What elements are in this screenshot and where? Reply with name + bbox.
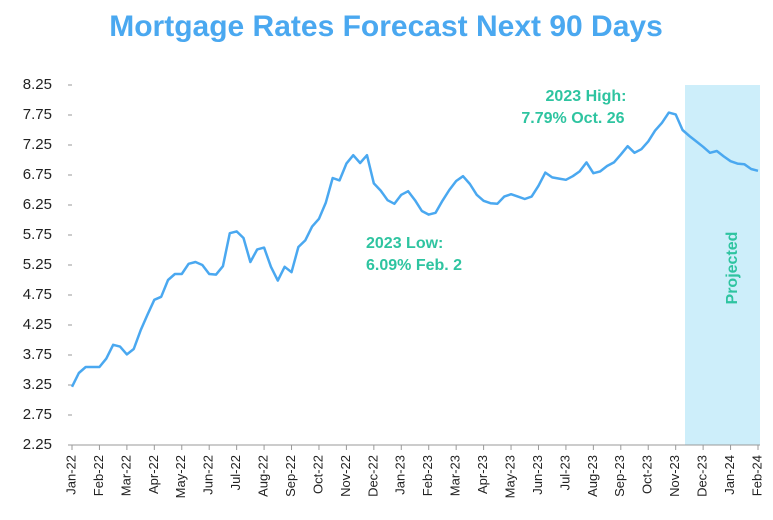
projected-band: [685, 85, 760, 445]
x-tick-label: Aug-23: [585, 455, 600, 497]
y-tick-label: 6.75: [23, 166, 52, 183]
x-tick-label: Jul-22: [228, 455, 243, 490]
x-tick-label: Sep-22: [283, 455, 298, 497]
y-tick-label: 3.25: [23, 376, 52, 393]
x-tick-label: Sep-23: [612, 455, 627, 497]
y-tick-label: 2.25: [23, 436, 52, 453]
y-tick-label: 5.25: [23, 256, 52, 273]
x-tick-label: Jan-22: [63, 455, 78, 495]
x-tick-label: Apr-22: [146, 455, 161, 494]
x-tick-label: Mar-23: [448, 455, 463, 496]
x-tick-label: Jun-23: [530, 455, 545, 495]
line: [70, 111, 759, 388]
annotation: 2023 Low:: [366, 235, 443, 252]
x-tick-label: Dec-23: [695, 455, 710, 497]
x-tick-label: Oct-22: [310, 455, 325, 494]
x-tick-label: Feb-24: [749, 455, 764, 496]
y-tick-label: 7.25: [23, 136, 52, 153]
annotation: 7.79% Oct. 26: [521, 110, 624, 127]
y-tick-label: 3.75: [23, 346, 52, 363]
x-tick-label: Feb-22: [91, 455, 106, 496]
x-tick-label: Aug-22: [256, 455, 271, 497]
y-tick-label: 6.25: [23, 196, 52, 213]
x-tick-label: Jun-22: [201, 455, 216, 495]
x-tick-label: Apr-23: [475, 455, 490, 494]
x-tick-label: Nov-23: [667, 455, 682, 497]
x-tick-label: Feb-23: [420, 455, 435, 496]
annotation: 6.09% Feb. 2: [366, 257, 462, 274]
projected-label: Projected: [724, 232, 741, 305]
x-tick-label: May-23: [502, 455, 517, 498]
x-tick-label: Nov-22: [338, 455, 353, 497]
x-tick-label: Jan-23: [393, 455, 408, 495]
y-tick-label: 7.75: [23, 106, 52, 123]
x-tick-label: Oct-23: [640, 455, 655, 494]
x-tick-label: Mar-22: [118, 455, 133, 496]
y-tick-label: 5.75: [23, 226, 52, 243]
x-tick-label: Jan-24: [722, 455, 737, 495]
x-tick-label: Dec-22: [365, 455, 380, 497]
annotation: 2023 High:: [546, 88, 627, 105]
x-tick-label: May-22: [173, 455, 188, 498]
chart-title: Mortgage Rates Forecast Next 90 Days: [109, 10, 663, 43]
x-tick-label: Jul-23: [557, 455, 572, 490]
y-tick-label: 4.25: [23, 316, 52, 333]
y-tick-label: 2.75: [23, 406, 52, 423]
y-tick-label: 8.25: [23, 76, 52, 93]
y-tick-label: 4.75: [23, 286, 52, 303]
